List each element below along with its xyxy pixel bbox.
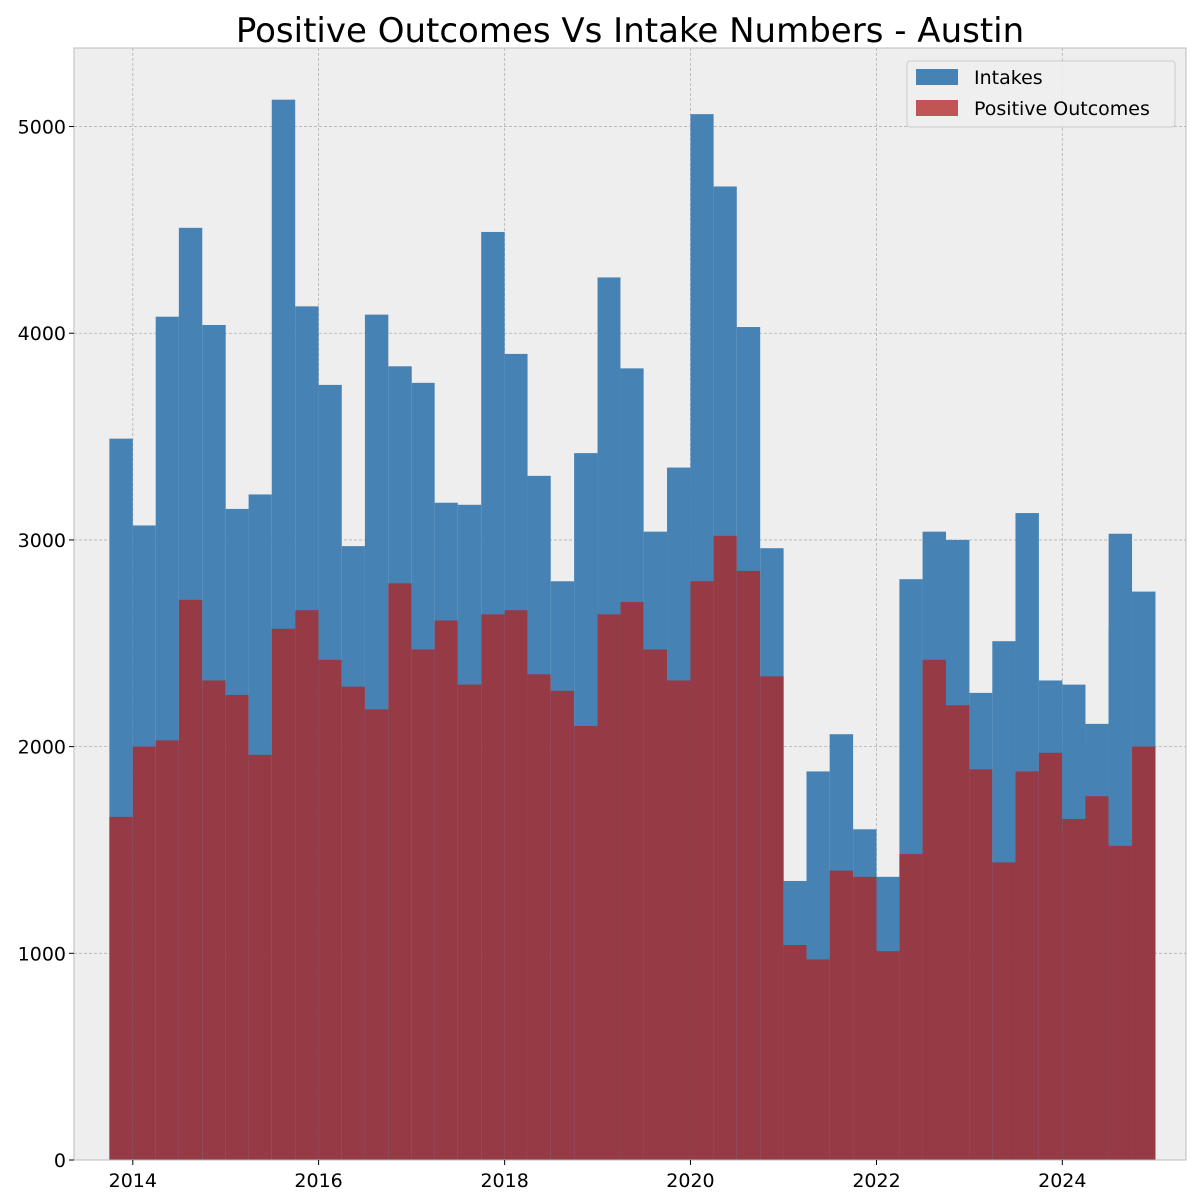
positive-outcomes-bar (597, 614, 621, 1160)
positive-outcomes-bar (992, 862, 1016, 1160)
x-tick-label: 2022 (852, 1170, 900, 1192)
y-tick-label: 0 (54, 1150, 66, 1172)
positive-outcomes-bar (945, 705, 970, 1160)
legend: Intakes Positive Outcomes (906, 60, 1176, 128)
positive-outcomes-bar (295, 610, 319, 1160)
x-tick-label: 2016 (294, 1170, 342, 1192)
y-tick-label: 4000 (18, 323, 66, 345)
positive-outcomes-bar (1108, 845, 1133, 1160)
positive-outcomes-bar (504, 610, 528, 1160)
y-axis: 0 1000 2000 3000 4000 5000 (18, 117, 74, 1172)
legend-swatch (916, 100, 958, 116)
positive-outcomes-bar (899, 854, 923, 1160)
positive-outcomes-bar (853, 876, 877, 1160)
positive-outcomes-bar (225, 694, 249, 1160)
positive-outcomes-bar (1062, 818, 1086, 1160)
positive-outcomes-bar (643, 649, 668, 1160)
positive-outcomes-bar (760, 676, 784, 1160)
positive-outcomes-bar (550, 690, 575, 1160)
positive-outcomes-bar (271, 628, 296, 1160)
positive-outcomes-bar (620, 601, 644, 1160)
x-axis: 2014 2016 2018 2020 2022 2024 (109, 1160, 1086, 1192)
positive-outcomes-bar (318, 659, 342, 1160)
legend-box (906, 60, 1176, 128)
positive-outcomes-bar (713, 535, 737, 1160)
x-tick-label: 2018 (480, 1170, 528, 1192)
positive-outcomes-bar (527, 674, 551, 1160)
y-tick-label: 1000 (18, 943, 66, 965)
positive-outcomes-bar (109, 816, 133, 1160)
positive-outcomes-bar (1132, 746, 1156, 1160)
x-tick-label: 2014 (109, 1170, 157, 1192)
positive-outcomes-bar (434, 620, 458, 1160)
positive-outcomes-bar (574, 725, 598, 1160)
positive-outcomes-bar (411, 649, 435, 1160)
positive-outcomes-bar (132, 746, 156, 1160)
bars (109, 99, 1156, 1161)
positive-outcomes-bar (806, 959, 830, 1160)
positive-outcomes-bar (202, 680, 226, 1160)
positive-outcomes-bar (178, 599, 203, 1160)
positive-outcomes-bar (1085, 796, 1109, 1160)
x-tick-label: 2020 (666, 1170, 714, 1192)
positive-outcomes-bar (667, 680, 691, 1160)
positive-outcomes-bar (783, 945, 807, 1160)
positive-outcomes-bar (481, 614, 505, 1160)
positive-outcomes-bar (155, 740, 179, 1160)
x-tick-label: 2024 (1038, 1170, 1086, 1192)
positive-outcomes-bar (690, 581, 714, 1160)
positive-outcomes-bar (876, 951, 900, 1160)
legend-swatch (916, 69, 958, 85)
positive-outcomes-bar (364, 709, 389, 1160)
positive-outcomes-bar (457, 684, 482, 1160)
positive-outcomes-bar (388, 583, 412, 1160)
positive-outcomes-bar (1038, 752, 1063, 1160)
positive-outcomes-bar (341, 686, 365, 1160)
y-tick-label: 3000 (18, 530, 66, 552)
y-tick-label: 2000 (18, 737, 66, 759)
positive-outcomes-bar (248, 754, 272, 1160)
y-tick-label: 5000 (18, 117, 66, 139)
positive-outcomes-bar (736, 570, 761, 1160)
legend-label: Intakes (974, 67, 1043, 89)
positive-outcomes-bar (969, 769, 993, 1160)
plot-frame (73, 47, 1187, 1161)
chart-title: Positive Outcomes Vs Intake Numbers - Au… (236, 11, 1024, 51)
positive-outcomes-bar (829, 870, 854, 1160)
positive-outcomes-bar (1015, 771, 1039, 1160)
legend-label: Positive Outcomes (974, 98, 1150, 120)
positive-outcomes-bar (922, 659, 946, 1160)
